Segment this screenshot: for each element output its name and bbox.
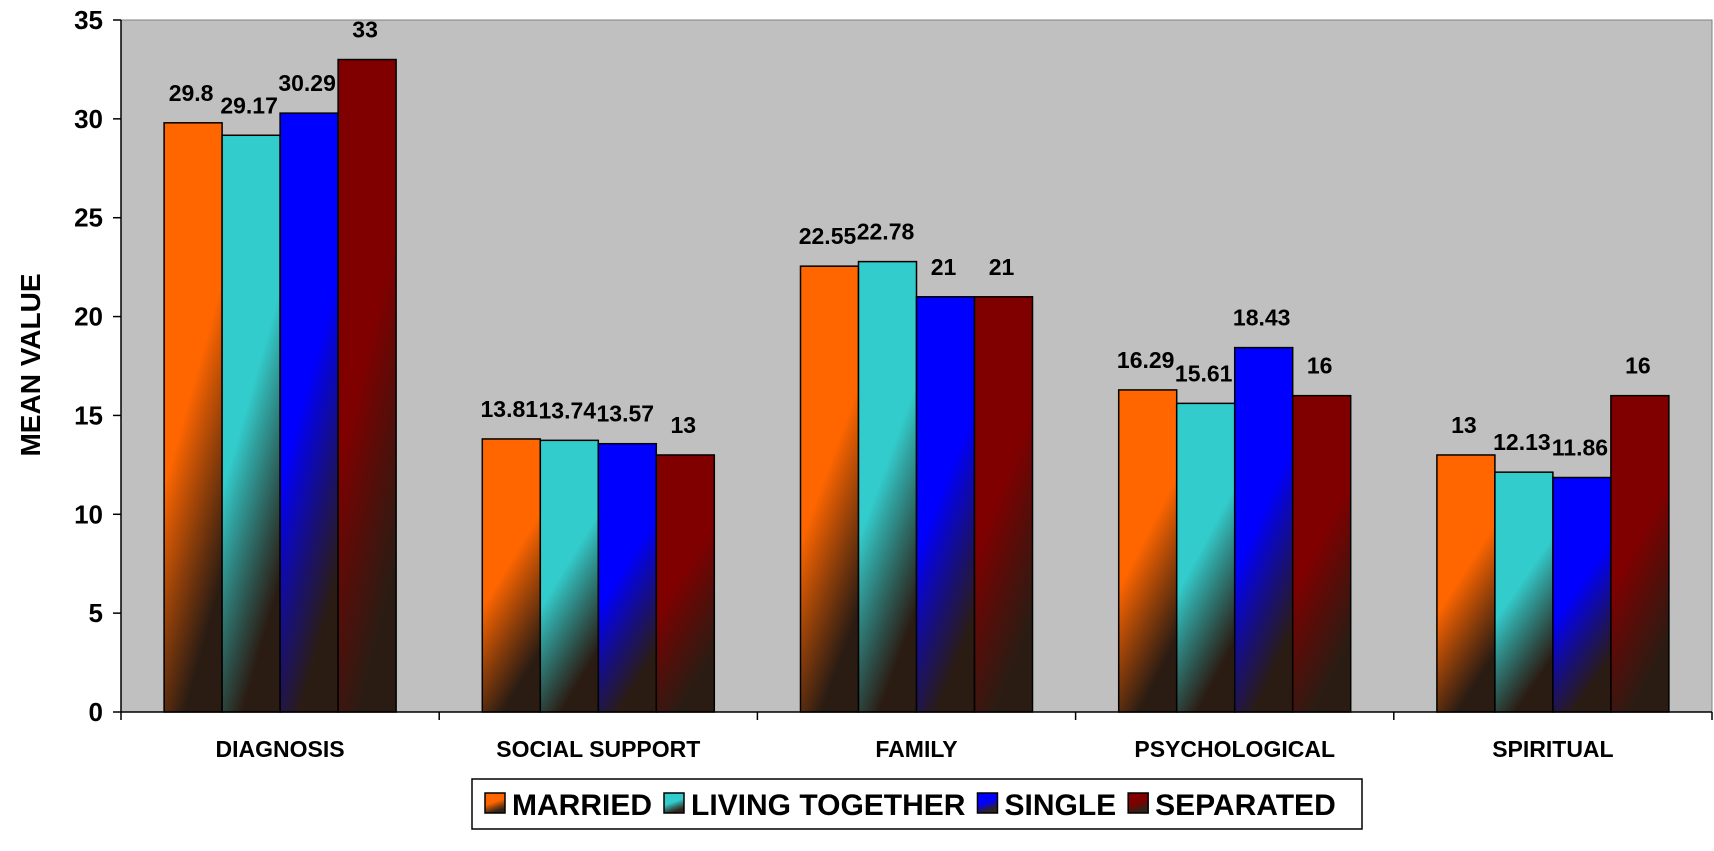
legend-entry: SEPARATED	[1155, 789, 1336, 822]
bar-separated	[1610, 394, 1670, 713]
legend-swatch	[484, 792, 506, 814]
bar-married	[1117, 389, 1178, 713]
y-tick-label: 5	[89, 598, 103, 628]
data-label: 15.61	[1175, 360, 1233, 386]
data-label: 13.81	[481, 396, 539, 422]
bar-single	[279, 112, 339, 713]
data-label: 16	[1625, 353, 1651, 379]
data-label: 13	[671, 412, 697, 438]
bar-married	[799, 265, 860, 713]
bar-living-together	[221, 134, 281, 713]
legend: MARRIED LIVING TOGETHER SINGLE SEPARATED	[471, 778, 1363, 830]
y-tick-label: 10	[74, 499, 103, 529]
legend-swatch	[976, 792, 999, 814]
data-label: 22.55	[799, 223, 857, 249]
data-label: 33	[352, 17, 378, 43]
data-label: 22.78	[857, 219, 915, 245]
bar-married	[163, 122, 223, 713]
x-category-label: DIAGNOSIS	[216, 736, 345, 762]
legend-swatch	[663, 792, 685, 814]
legend-entry: LIVING TOGETHER	[691, 789, 966, 822]
x-axis: DIAGNOSIS SOCIAL SUPPORT FAMILY PSYCHOLOGIC…	[120, 711, 1713, 762]
bar-married	[481, 438, 542, 713]
data-label: 13.74	[539, 397, 597, 423]
bar-separated	[655, 454, 716, 713]
bar-living-together	[857, 260, 918, 713]
data-label: 11.86	[1552, 435, 1608, 461]
data-label: 21	[989, 254, 1015, 280]
bar-living-together	[1175, 402, 1236, 713]
bar-single	[1552, 476, 1612, 713]
data-label: 21	[931, 254, 957, 280]
bar-single	[1233, 346, 1294, 713]
x-category-label: SOCIAL SUPPORT	[496, 736, 700, 762]
bar-separated	[973, 296, 1034, 713]
data-label: 16	[1307, 353, 1333, 379]
data-label: 16.29	[1117, 347, 1175, 373]
data-label: 30.29	[278, 70, 336, 96]
data-label: 13.57	[597, 401, 655, 427]
y-tick-label: 35	[74, 5, 103, 35]
bars	[163, 58, 1670, 713]
y-tick-label: 25	[74, 203, 103, 233]
legend-entry: MARRIED	[512, 789, 652, 822]
bar-living-together	[1494, 471, 1554, 713]
data-label: 12.13	[1493, 429, 1551, 455]
data-label: 29.8	[169, 80, 214, 106]
bar-single	[597, 442, 658, 713]
y-axis: 0 5 10 15 20 25 30 35	[74, 5, 122, 727]
x-category-label: PSYCHOLOGICAL	[1134, 736, 1335, 762]
data-label: 13	[1451, 412, 1477, 438]
y-axis-title: MEAN VALUE	[15, 273, 46, 456]
bar-separated	[1291, 394, 1352, 713]
y-tick-label: 15	[74, 400, 103, 430]
bar-married	[1436, 454, 1496, 713]
bar-living-together	[539, 439, 600, 713]
legend-box	[471, 778, 1363, 830]
y-tick-label: 30	[74, 104, 103, 134]
bar-single	[915, 296, 976, 713]
y-tick-label: 20	[74, 302, 103, 332]
data-label: 29.17	[220, 92, 278, 118]
legend-entry: SINGLE	[1004, 789, 1116, 822]
x-category-label: SPIRITUAL	[1492, 736, 1613, 762]
legend-swatch	[1127, 792, 1149, 814]
bar-separated	[337, 58, 397, 713]
data-label: 18.43	[1233, 305, 1291, 331]
y-tick-label: 0	[89, 697, 103, 727]
x-category-label: FAMILY	[875, 736, 957, 762]
